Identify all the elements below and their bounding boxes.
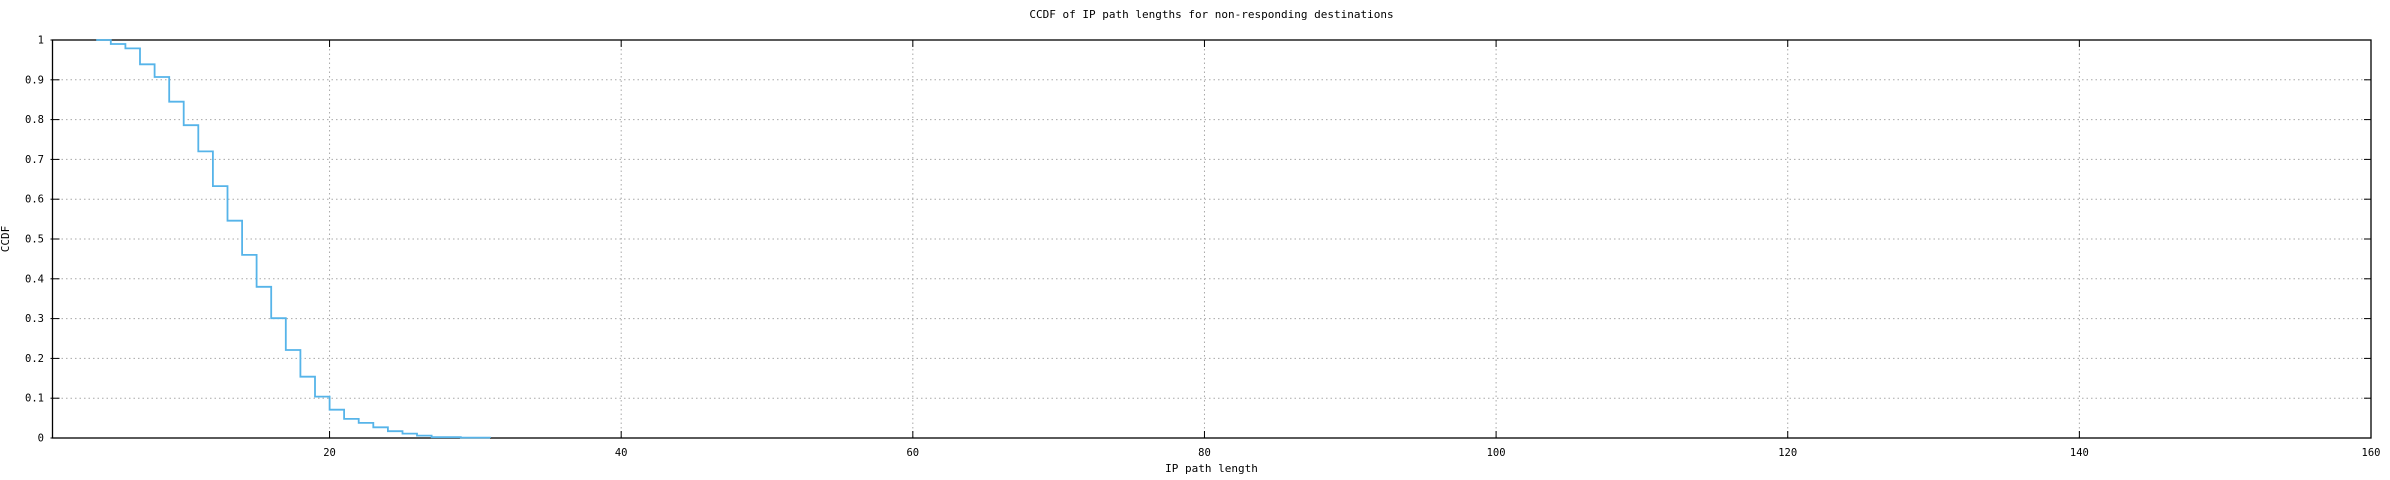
x-tick-label: 60 <box>906 447 919 459</box>
x-tick-label: 40 <box>615 447 628 459</box>
x-tick-label: 120 <box>1778 447 1797 459</box>
plot-border <box>51 39 2372 439</box>
x-tick-label: 20 <box>323 447 336 459</box>
x-tick-label: 140 <box>2070 447 2089 459</box>
x-tick-label: 80 <box>1198 447 1211 459</box>
y-tick-label: 0.9 <box>25 74 44 86</box>
y-tick-label: 0.7 <box>25 154 44 166</box>
x-tick-label: 100 <box>1487 447 1506 459</box>
y-tick-label: 0.5 <box>25 234 44 246</box>
x-tick-label: 160 <box>2362 447 2381 459</box>
y-tick-label: 0.2 <box>25 353 44 365</box>
y-tick-label: 0.1 <box>25 393 44 405</box>
y-tick-label: 0 <box>38 433 44 445</box>
ccdf-curve <box>96 39 491 439</box>
y-tick-label: 0.3 <box>25 313 44 325</box>
y-axis-label: CCDF <box>0 225 12 253</box>
chart-title: CCDF of IP path lengths for non-respondi… <box>1029 8 1394 21</box>
y-tick-label: 0.6 <box>25 194 44 206</box>
y-tick-label: 1 <box>38 35 44 47</box>
y-tick-label: 0.8 <box>25 114 44 126</box>
y-tick-label: 0.4 <box>25 273 44 285</box>
x-axis-label: IP path length <box>1165 462 1258 475</box>
